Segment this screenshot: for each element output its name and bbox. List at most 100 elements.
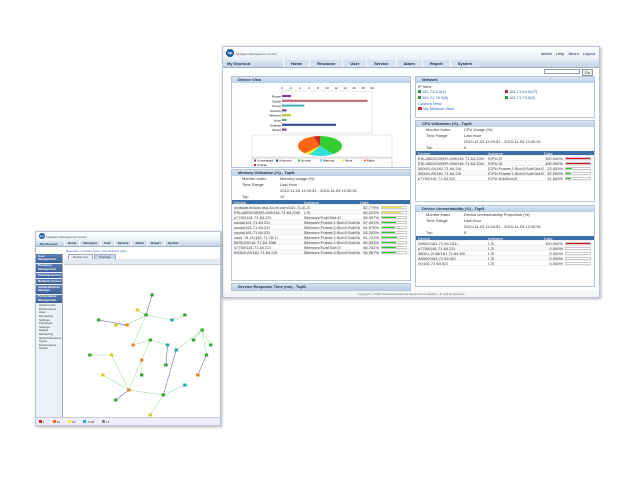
column-header[interactable]: Device — [418, 236, 431, 241]
table-row[interactable]: 5500G-EI(161.71.64.24) [CPU:Frame:1:Slot:… — [416, 171, 594, 176]
device-node[interactable] — [209, 343, 213, 347]
pie-slice-normal[interactable] — [320, 136, 342, 155]
sidebar-menu-1[interactable]: Resource Management — [36, 264, 62, 273]
column-header[interactable]: Device — [234, 200, 247, 205]
device-node[interactable] — [88, 353, 92, 357]
topology-canvas[interactable] — [64, 265, 221, 419]
sidebar-menu-4[interactable]: Virtual Network Manager — [36, 285, 62, 294]
table-row[interactable]: vass_IS-21(161.71.78.1) [Memory:Frame:1:S… — [232, 235, 410, 240]
table-row[interactable]: s7750(161.71.64.22) [Memory(Sub)Slot:4] 58… — [232, 215, 410, 220]
device-node[interactable] — [161, 393, 166, 397]
ip-subnet-link[interactable]: 161.71.64.0(47) — [505, 89, 592, 94]
search-input[interactable] — [543, 69, 580, 74]
topology-link[interactable] — [150, 339, 168, 346]
device-cell[interactable]: 4800-L2L48(161.71.64.50) — [418, 251, 466, 255]
table-row[interactable]: paola(161.71.64.23) [Memory:Frame:2:Slot:… — [232, 225, 410, 230]
sidebar-menu-2[interactable]: Terminal Access — [36, 272, 62, 279]
nav-tab-user[interactable]: User — [342, 60, 367, 67]
alarm-count[interactable]: 16 — [68, 419, 75, 424]
sidebar-item[interactable]: Performance View — [39, 306, 57, 315]
nav-tab-system[interactable]: System — [449, 60, 479, 67]
topology-link[interactable] — [126, 314, 147, 326]
device-node[interactable] — [191, 338, 196, 342]
device-cell[interactable]: 5500G-EI(161.71.64.24) — [418, 171, 462, 175]
pie-slice-warning[interactable] — [309, 146, 333, 156]
topology-link[interactable] — [133, 339, 151, 346]
table-row[interactable]: s7750(161.71.64.22) [Memory(Sub)Slot:0] 58… — [232, 245, 410, 250]
ip-subnet-link[interactable]: 161.71.6.0(2) — [418, 89, 505, 94]
sidebar-item[interactable]: Global Index — [39, 303, 56, 308]
user-link-logout[interactable]: Logout — [582, 51, 595, 56]
device-node[interactable] — [204, 353, 209, 357]
table-row[interactable]: paola(161.71.64.23) [Memory:Frame:1:Slot:… — [232, 220, 410, 225]
go-button[interactable]: Go — [581, 69, 593, 76]
alarm-count[interactable]: 32 — [52, 419, 60, 424]
sidebar-item[interactable]: Monitoring Settings — [39, 314, 54, 322]
device-node[interactable] — [131, 343, 135, 347]
bar-router[interactable] — [282, 95, 291, 97]
topology-link[interactable] — [201, 329, 207, 356]
nav-tab-home[interactable]: Home — [64, 241, 80, 246]
sidebar-menu-0[interactable]: User Management — [36, 254, 62, 263]
topology-link[interactable] — [201, 329, 211, 346]
pie-slice-critical[interactable] — [313, 136, 320, 146]
my-network-view-link[interactable]: My Network View — [418, 106, 592, 111]
topology-link[interactable] — [171, 314, 185, 321]
bar-others[interactable] — [282, 128, 287, 131]
device-node[interactable] — [96, 318, 101, 322]
device-node[interactable] — [114, 323, 118, 327]
table-row[interactable]: S9502(161.71.64.151) [-3] 100.000% — [416, 241, 594, 246]
bar-desktop[interactable] — [282, 123, 336, 126]
device-cell[interactable]: paola(161.71.64.23) — [234, 230, 270, 234]
bar-voice[interactable] — [282, 119, 287, 121]
device-cell[interactable]: s7750(161.71.64.22) — [234, 215, 271, 219]
device-cell[interactable]: paola(161.71.64.23) — [234, 220, 270, 224]
sidebar-item[interactable]: Performance Option — [39, 342, 57, 351]
topology-link[interactable] — [145, 314, 172, 321]
sidebar-item[interactable]: Global Monitoring — [39, 328, 54, 336]
topology-link[interactable] — [128, 389, 164, 396]
topology-link[interactable] — [197, 354, 207, 376]
bar-switch[interactable] — [282, 99, 368, 102]
device-node[interactable] — [170, 318, 174, 322]
nav-tab-report[interactable]: Report — [146, 241, 164, 246]
topology-link[interactable] — [98, 319, 128, 326]
sidebar-item[interactable]: Global Resource Types — [39, 335, 62, 344]
topology-link[interactable] — [102, 374, 129, 391]
device-node[interactable] — [125, 323, 129, 327]
device-cell[interactable]: s7750(161.71.64.22) — [418, 246, 455, 250]
table-row[interactable]: ESL4820G3SER-009(161.71.64.200) [CPU:2] 10… — [416, 156, 594, 161]
device-node[interactable] — [135, 308, 140, 312]
bar-server[interactable] — [282, 104, 305, 107]
table-row[interactable]: paola(161.71.64.23) [Memory:Frame:2:Slot:… — [232, 230, 410, 235]
topology-link[interactable] — [193, 329, 203, 341]
ip-subnet-link[interactable]: 161.71.70.0(5) — [505, 95, 592, 100]
device-node[interactable] — [127, 388, 131, 392]
nav-tab-alarm[interactable]: Alarm — [131, 241, 147, 246]
nav-tab-report[interactable]: Report — [421, 60, 450, 67]
device-cell[interactable]: ESL4820G3SER-009(161.71.64.200) — [418, 161, 485, 165]
device-cell[interactable]: A5500(161.71.64.42) — [418, 256, 456, 260]
table-row[interactable]: 4800-L2L48(161.71.64.50) [-3] 0.000% — [416, 251, 594, 256]
topology-link[interactable] — [165, 344, 168, 366]
device-node[interactable] — [183, 313, 187, 317]
device-cell[interactable]: ESL4820G3SER-009(161.71.64.200) — [234, 210, 301, 214]
device-cell[interactable]: 5500G-EI(161.71.64.24) — [418, 166, 462, 170]
my-shortcut[interactable]: My Shortcut — [227, 61, 251, 66]
column-header[interactable]: Instance — [488, 236, 504, 241]
nav-tab-service[interactable]: Service — [366, 60, 396, 67]
device-cell[interactable]: IX(161.71.64.52) — [418, 261, 448, 265]
device-node[interactable] — [150, 293, 154, 297]
device-cell[interactable]: ESL4820G3SER-009(161.71.64.200) — [418, 156, 485, 160]
column-header[interactable]: Instance — [488, 151, 504, 156]
table-row[interactable]: 5500-EI(161.71.64.198) [Memory:Frame:1:Sl… — [232, 240, 410, 245]
column-header[interactable]: Data — [544, 236, 553, 241]
my-shortcut[interactable]: My Shortcut — [40, 241, 58, 246]
nav-tab-system[interactable]: System — [163, 241, 182, 246]
device-node[interactable] — [164, 363, 168, 367]
table-row[interactable]: godslab.fedora.gsa.3com.com(161.71.64.84… — [232, 205, 410, 210]
device-node[interactable] — [144, 313, 148, 317]
table-row[interactable]: IX(161.71.64.52) [-3] 0.000% — [416, 261, 594, 266]
bar-security[interactable] — [282, 109, 287, 112]
nav-tab-resource[interactable]: Resource — [79, 241, 101, 246]
